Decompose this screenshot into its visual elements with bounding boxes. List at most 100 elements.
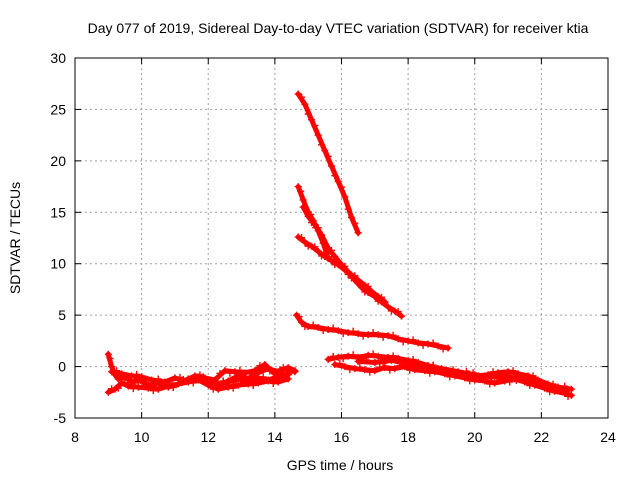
data-point-marker	[308, 116, 316, 124]
data-point-marker	[324, 355, 332, 363]
data-point-marker	[347, 213, 355, 221]
data-point-marker	[471, 371, 479, 379]
data-points	[104, 90, 575, 400]
data-point-marker	[362, 356, 370, 364]
data-point-marker	[239, 379, 247, 387]
data-point-marker	[364, 282, 372, 290]
data-point-marker	[487, 373, 495, 381]
series-low-band-d	[214, 364, 299, 389]
data-point-marker	[318, 231, 326, 239]
data-point-marker	[381, 364, 389, 372]
data-point-marker	[231, 368, 239, 376]
data-point-marker	[331, 253, 339, 261]
data-point-marker	[206, 377, 214, 385]
data-point-marker	[377, 293, 385, 301]
data-point-marker	[359, 332, 367, 340]
data-point-marker	[291, 367, 299, 375]
data-point-marker	[226, 369, 234, 377]
data-point-marker	[264, 377, 272, 385]
data-point-marker	[366, 368, 374, 376]
x-tick-label: 22	[534, 429, 550, 445]
data-point-marker	[324, 152, 332, 160]
data-point-marker	[295, 313, 303, 321]
data-point-marker	[104, 350, 112, 358]
y-tick-label: 15	[50, 204, 66, 220]
data-point-marker	[111, 385, 119, 393]
data-point-marker	[121, 379, 129, 387]
data-point-marker	[221, 367, 229, 375]
axis-ticks: 8 10 12 14 16 18 20 22 24 -5 0 5 10 15 20 25 30	[50, 50, 616, 445]
data-point-marker	[329, 352, 337, 360]
data-point-marker	[399, 338, 407, 346]
series-steep-track	[294, 90, 362, 237]
data-point-marker	[554, 383, 562, 391]
data-point-marker	[369, 329, 377, 337]
data-point-marker	[309, 321, 317, 329]
data-point-marker	[429, 362, 437, 370]
x-tick-label: 14	[267, 429, 283, 445]
data-point-marker	[304, 212, 312, 220]
data-point-marker	[409, 355, 417, 363]
data-point-marker	[364, 331, 372, 339]
data-point-marker	[391, 365, 399, 373]
data-point-marker	[166, 378, 174, 386]
series-low-band-b	[104, 374, 292, 396]
data-point-marker	[521, 376, 529, 384]
data-point-marker	[236, 366, 244, 374]
data-point-marker	[234, 381, 242, 389]
data-point-marker	[284, 375, 292, 383]
data-point-marker	[404, 359, 412, 367]
data-point-marker	[264, 365, 272, 373]
data-point-marker	[509, 367, 517, 375]
y-tick-label: 20	[50, 153, 66, 169]
data-point-marker	[154, 385, 162, 393]
data-point-marker	[397, 312, 405, 320]
data-point-marker	[567, 391, 575, 399]
data-point-marker	[324, 253, 332, 261]
data-point-marker	[274, 378, 282, 386]
data-point-marker	[214, 381, 222, 389]
data-point-marker	[354, 229, 362, 237]
data-point-marker	[381, 298, 389, 306]
data-point-marker	[331, 361, 339, 369]
data-point-marker	[364, 351, 372, 359]
data-point-marker	[351, 272, 359, 280]
data-point-marker	[379, 333, 387, 341]
data-point-marker	[201, 374, 209, 382]
data-point-marker	[367, 287, 375, 295]
data-point-marker	[371, 358, 379, 366]
data-point-marker	[454, 368, 462, 376]
data-point-marker	[419, 341, 427, 349]
data-point-marker	[339, 330, 347, 338]
data-point-marker	[149, 387, 157, 395]
data-point-marker	[444, 344, 452, 352]
data-point-marker	[319, 327, 327, 335]
data-point-marker	[216, 369, 224, 377]
data-point-marker	[249, 374, 257, 382]
data-point-marker	[114, 384, 122, 392]
data-point-marker	[389, 331, 397, 339]
data-point-marker	[196, 371, 204, 379]
data-point-marker	[344, 329, 352, 337]
y-tick-label: 0	[58, 359, 66, 375]
data-point-marker	[394, 335, 402, 343]
data-point-marker	[414, 339, 422, 347]
data-point-marker	[331, 172, 339, 180]
data-point-marker	[191, 372, 199, 380]
data-point-marker	[328, 257, 336, 265]
data-point-marker	[284, 364, 292, 372]
data-point-marker	[239, 371, 247, 379]
data-point-marker	[354, 330, 362, 338]
data-point-marker	[318, 141, 326, 149]
data-point-marker	[108, 368, 116, 376]
data-point-marker	[341, 363, 349, 371]
data-point-marker	[404, 337, 412, 345]
x-tick-label: 10	[134, 429, 150, 445]
data-point-marker	[139, 382, 147, 390]
data-point-marker	[374, 352, 382, 360]
y-tick-label: 10	[50, 256, 66, 272]
data-point-marker	[344, 205, 352, 213]
data-point-marker	[311, 121, 319, 129]
y-tick-label: 30	[50, 50, 66, 66]
